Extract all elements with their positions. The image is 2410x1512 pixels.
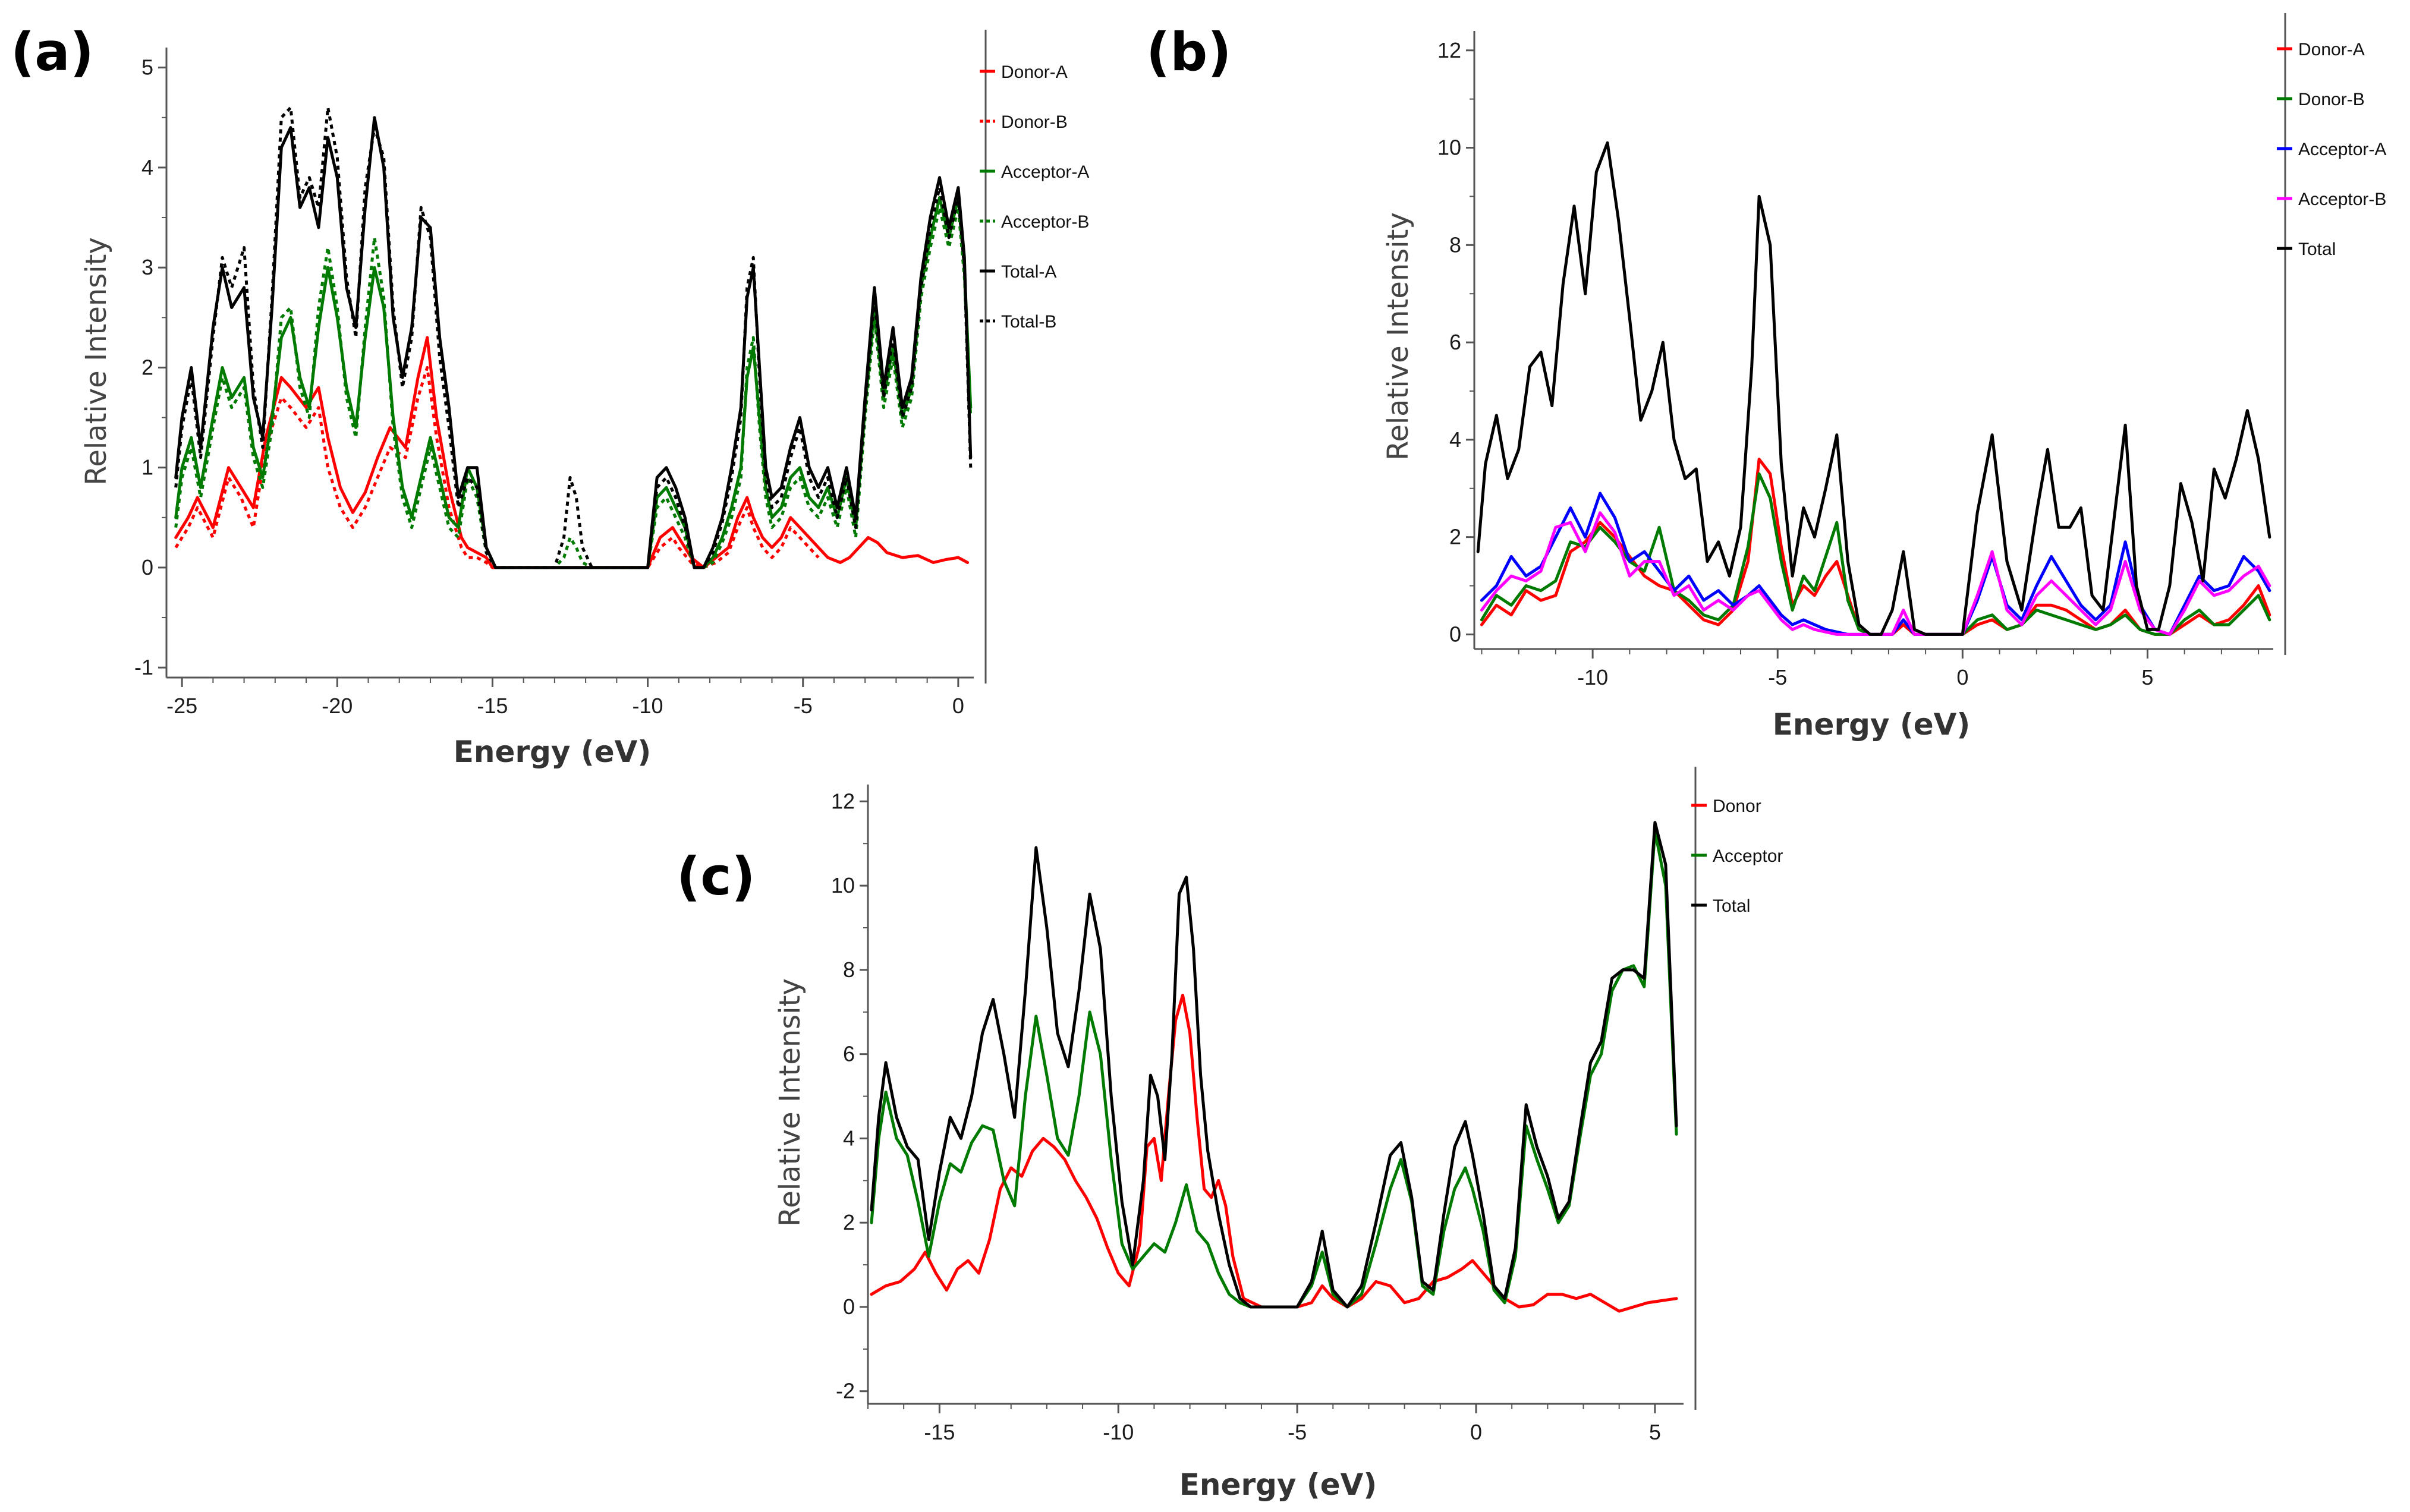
x-tick-label: -10 bbox=[1103, 1420, 1134, 1444]
y-tick-label: 4 bbox=[141, 155, 153, 179]
series-line-total bbox=[870, 821, 1678, 1309]
y-axis-title-a: Relative Intensity bbox=[80, 237, 113, 486]
x-tick-label: -5 bbox=[794, 694, 813, 718]
x-tick-label: -15 bbox=[924, 1420, 955, 1444]
legend-label: Acceptor-A bbox=[1001, 162, 1089, 182]
y-tick-label: -2 bbox=[836, 1379, 855, 1403]
x-tick-label: 5 bbox=[2141, 665, 2153, 689]
x-tick-label: -25 bbox=[166, 694, 197, 718]
y-tick-label: 10 bbox=[831, 873, 855, 897]
y-tick-label: 0 bbox=[843, 1294, 855, 1319]
series-line-total-a bbox=[174, 116, 973, 569]
x-tick-label: 5 bbox=[1649, 1420, 1661, 1444]
legend-c: Donor Acceptor Total bbox=[1691, 796, 1783, 916]
y-tick-label: 2 bbox=[141, 355, 153, 379]
legend-label: Total bbox=[2298, 240, 2336, 259]
legend-a: Donor-A Donor-B Acceptor-A Acceptor-B Total-… bbox=[980, 62, 1089, 332]
y-tick-label: 0 bbox=[1449, 622, 1461, 646]
y-tick-label: 8 bbox=[843, 957, 855, 982]
panel-c: (c) Relative Intensity Energy (eV) -2 0 2 4… bbox=[677, 767, 1783, 1502]
series-line-total-b bbox=[174, 106, 973, 569]
legend-label: Acceptor-B bbox=[2298, 190, 2386, 209]
legend-label: Total-B bbox=[1001, 312, 1056, 332]
legend-label: Donor-B bbox=[2298, 90, 2365, 109]
y-tick-label: 2 bbox=[843, 1210, 855, 1234]
panel-label-c: (c) bbox=[677, 846, 756, 907]
legend-label: Donor-B bbox=[1001, 112, 1068, 132]
y-tick-label: 12 bbox=[1437, 38, 1461, 62]
y-tick-label: 8 bbox=[1449, 232, 1461, 257]
x-tick-label: -10 bbox=[633, 694, 663, 718]
y-tick-label: 12 bbox=[831, 789, 855, 813]
x-axis-title-b: Energy (eV) bbox=[1773, 707, 1970, 742]
y-tick-label: 1 bbox=[141, 455, 153, 480]
legend-label: Donor-A bbox=[1001, 62, 1068, 82]
y-tick-label: -1 bbox=[134, 655, 153, 679]
panel-b: (b) Relative Intensity Energy (eV) 0 2 4 6 8… bbox=[1146, 13, 2386, 742]
panel-label-a: (a) bbox=[11, 21, 94, 83]
x-tick-label: -10 bbox=[1577, 665, 1608, 689]
series-line-acceptor-b bbox=[174, 206, 973, 569]
y-tick-label: 4 bbox=[843, 1126, 855, 1150]
panel-a: (a) Relative Intensity Energy (eV) -1012… bbox=[11, 21, 1089, 769]
x-tick-label: -20 bbox=[322, 694, 353, 718]
legend-b: Donor-A Donor-B Acceptor-A Acceptor-B Total bbox=[2277, 40, 2386, 259]
x-axis-title-c: Energy (eV) bbox=[1179, 1467, 1377, 1502]
y-tick-label: 4 bbox=[1449, 427, 1461, 452]
x-tick-label: 0 bbox=[1956, 665, 1968, 689]
legend-label: Acceptor-A bbox=[2298, 140, 2386, 159]
series-line-total bbox=[1476, 141, 2271, 636]
legend-label: Acceptor-B bbox=[1001, 212, 1089, 232]
x-axis-title-a: Energy (eV) bbox=[454, 735, 651, 769]
y-tick-label: 10 bbox=[1437, 136, 1461, 160]
plot-area-b: 0 2 4 6 8 10 12 -10 -5 0 5 bbox=[1437, 13, 2286, 689]
y-tick-label: 6 bbox=[1449, 330, 1461, 354]
legend-label: Total bbox=[1713, 896, 1750, 916]
legend-label: Total-A bbox=[1001, 262, 1056, 282]
y-tick-label: 0 bbox=[141, 555, 153, 579]
plot-area-c: -2 0 2 4 6 8 10 12 -15 -10 -5 0 5 bbox=[831, 767, 1697, 1444]
legend-label: Donor-A bbox=[2298, 40, 2365, 59]
panel-label-b: (b) bbox=[1146, 21, 1231, 83]
series-line-acceptor-b bbox=[1480, 511, 2271, 636]
legend-label: Donor bbox=[1713, 796, 1761, 816]
y-axis-title-c: Relative Intensity bbox=[773, 978, 807, 1227]
x-tick-label: -5 bbox=[1288, 1420, 1307, 1444]
x-tick-label: -15 bbox=[477, 694, 508, 718]
x-tick-label: 0 bbox=[1470, 1420, 1482, 1444]
y-tick-label: 3 bbox=[141, 255, 153, 279]
y-tick-label: 2 bbox=[1449, 525, 1461, 549]
y-axis-title-b: Relative Intensity bbox=[1382, 212, 1415, 461]
x-tick-label: 0 bbox=[952, 694, 964, 718]
y-tick-label: 6 bbox=[843, 1042, 855, 1066]
y-tick-label: 5 bbox=[141, 55, 153, 80]
x-tick-label: -5 bbox=[1768, 665, 1787, 689]
legend-label: Acceptor bbox=[1713, 846, 1783, 866]
